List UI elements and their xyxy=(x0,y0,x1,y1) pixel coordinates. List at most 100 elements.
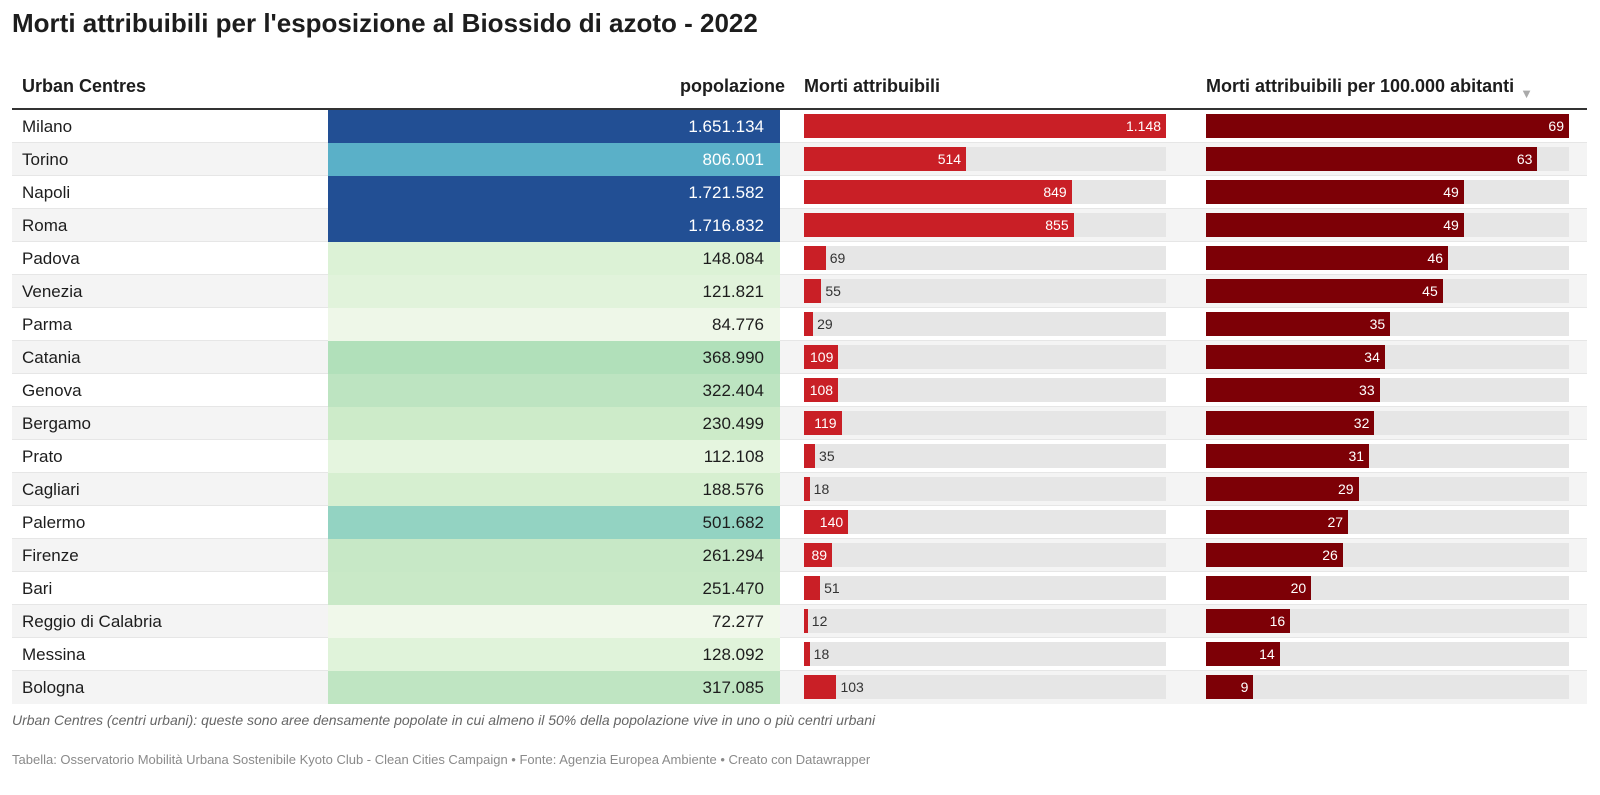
table-row: Catania 368.990 109 34 xyxy=(12,341,1587,374)
deaths-value-label: 18 xyxy=(813,646,830,662)
deaths-bar xyxy=(804,642,810,666)
rate-value-label: 16 xyxy=(1269,613,1286,629)
population-cell: 128.092 xyxy=(328,638,780,671)
rate-bar xyxy=(1206,444,1370,468)
rate-bar xyxy=(1206,642,1280,666)
header-city[interactable]: Urban Centres xyxy=(22,76,147,96)
deaths-bar xyxy=(804,246,826,270)
deaths-bar-track: 514 xyxy=(804,147,1166,171)
deaths-bar xyxy=(804,312,814,336)
rate-bar-track: 9 xyxy=(1206,675,1569,699)
table-row: Messina 128.092 18 14 xyxy=(12,638,1587,671)
chart-title: Morti attribuibili per l'esposizione al … xyxy=(12,8,758,38)
table-row: Napoli 1.721.582 849 49 xyxy=(12,176,1587,209)
rate-bar-track: 31 xyxy=(1206,444,1569,468)
table-row: Milano 1.651.134 1.148 69 xyxy=(12,110,1587,143)
deaths-bar-track: 849 xyxy=(804,180,1166,204)
sort-descending-icon[interactable]: ▼ xyxy=(1520,86,1533,101)
population-cell: 368.990 xyxy=(328,341,780,374)
population-cell: 230.499 xyxy=(328,407,780,440)
rate-value-label: 34 xyxy=(1364,349,1380,365)
deaths-bar xyxy=(804,609,808,633)
population-cell: 501.682 xyxy=(328,506,780,539)
rate-bar-track: 29 xyxy=(1206,477,1569,501)
header-rate-label: Morti attribuibili per 100.000 abitanti xyxy=(1206,76,1515,96)
rate-bar xyxy=(1206,312,1391,336)
rate-value-label: 49 xyxy=(1443,217,1459,233)
deaths-bar-track: 18 xyxy=(804,642,1166,666)
deaths-bar-track: 1.148 xyxy=(804,114,1166,138)
deaths-bar xyxy=(804,114,1166,138)
rate-value-label: 33 xyxy=(1359,382,1375,398)
rate-bar-track: 46 xyxy=(1206,246,1569,270)
deaths-bar-track: 109 xyxy=(804,345,1166,369)
rate-bar xyxy=(1206,114,1569,138)
city-name: Cagliari xyxy=(22,480,80,499)
rate-bar xyxy=(1206,543,1343,567)
rate-value-label: 35 xyxy=(1369,316,1386,332)
population-cell: 72.277 xyxy=(328,605,780,638)
city-name: Torino xyxy=(22,150,69,169)
rate-bar-track: 45 xyxy=(1206,279,1569,303)
population-cell: 112.108 xyxy=(328,440,780,473)
rate-bar-track: 26 xyxy=(1206,543,1569,567)
rate-value-label: 32 xyxy=(1353,415,1370,431)
deaths-bar-track: 29 xyxy=(804,312,1166,336)
deaths-bar-track: 55 xyxy=(804,279,1166,303)
rate-bar-track: 14 xyxy=(1206,642,1569,666)
table-row: Firenze 261.294 89 26 xyxy=(12,539,1587,572)
table-body: Milano 1.651.134 1.148 69 Torino 806.001 514 63… xyxy=(12,110,1587,704)
rate-bar-track: 32 xyxy=(1206,411,1569,435)
rate-bar xyxy=(1206,345,1385,369)
rate-bar xyxy=(1206,279,1443,303)
rate-value-label: 27 xyxy=(1327,514,1344,530)
population-cell: 322.404 xyxy=(328,374,780,407)
deaths-value-label: 29 xyxy=(817,316,833,332)
rate-bar-track: 63 xyxy=(1206,147,1569,171)
deaths-bar-track: 108 xyxy=(804,378,1166,402)
population-cell: 806.001 xyxy=(328,143,780,176)
rate-bar xyxy=(1206,510,1349,534)
rate-value-label: 9 xyxy=(1240,679,1249,695)
deaths-bar-track: 89 xyxy=(804,543,1166,567)
deaths-value-label: 103 xyxy=(840,679,864,695)
deaths-bar xyxy=(804,213,1074,237)
city-name: Firenze xyxy=(22,546,79,565)
population-cell: 148.084 xyxy=(328,242,780,275)
deaths-bar-track: 51 xyxy=(804,576,1166,600)
population-cell: 84.776 xyxy=(328,308,780,341)
header-deaths[interactable]: Morti attribuibili xyxy=(804,76,940,96)
table-row: Bologna 317.085 103 9 xyxy=(12,671,1587,704)
rate-value-label: 45 xyxy=(1422,283,1438,299)
table-row: Torino 806.001 514 63 xyxy=(12,143,1587,176)
rate-value-label: 20 xyxy=(1290,580,1307,596)
rate-bar-track: 20 xyxy=(1206,576,1569,600)
deaths-bar-track: 69 xyxy=(804,246,1166,270)
rate-bar-track: 33 xyxy=(1206,378,1569,402)
city-name: Catania xyxy=(22,348,81,367)
table-row: Bari 251.470 51 20 xyxy=(12,572,1587,605)
deaths-value-label: 109 xyxy=(810,349,834,365)
city-name: Palermo xyxy=(22,513,86,532)
rate-value-label: 49 xyxy=(1443,184,1459,200)
rate-bar-track: 69 xyxy=(1206,114,1569,138)
header-population[interactable]: popolazione xyxy=(680,76,785,96)
header-rate[interactable]: Morti attribuibili per 100.000 abitanti ▼ xyxy=(1206,76,1533,101)
deaths-bar xyxy=(804,576,821,600)
rate-value-label: 31 xyxy=(1348,448,1365,464)
city-name: Milano xyxy=(22,117,73,136)
deaths-value-label: 855 xyxy=(1045,217,1069,233)
rate-bar-track: 34 xyxy=(1206,345,1569,369)
population-cell: 1.716.832 xyxy=(328,209,780,242)
city-name: Parma xyxy=(22,315,73,334)
deaths-value-label: 514 xyxy=(937,151,962,167)
rate-value-label: 46 xyxy=(1427,250,1443,266)
rate-bar xyxy=(1206,180,1464,204)
population-cell: 121.821 xyxy=(328,275,780,308)
table-note: Urban Centres (centri urbani): queste so… xyxy=(12,712,876,728)
deaths-value-label: 12 xyxy=(811,613,828,629)
deaths-bar xyxy=(804,345,839,369)
table-row: Roma 1.716.832 855 49 xyxy=(12,209,1587,242)
rate-value-label: 63 xyxy=(1516,151,1533,167)
rate-bar-track: 27 xyxy=(1206,510,1569,534)
